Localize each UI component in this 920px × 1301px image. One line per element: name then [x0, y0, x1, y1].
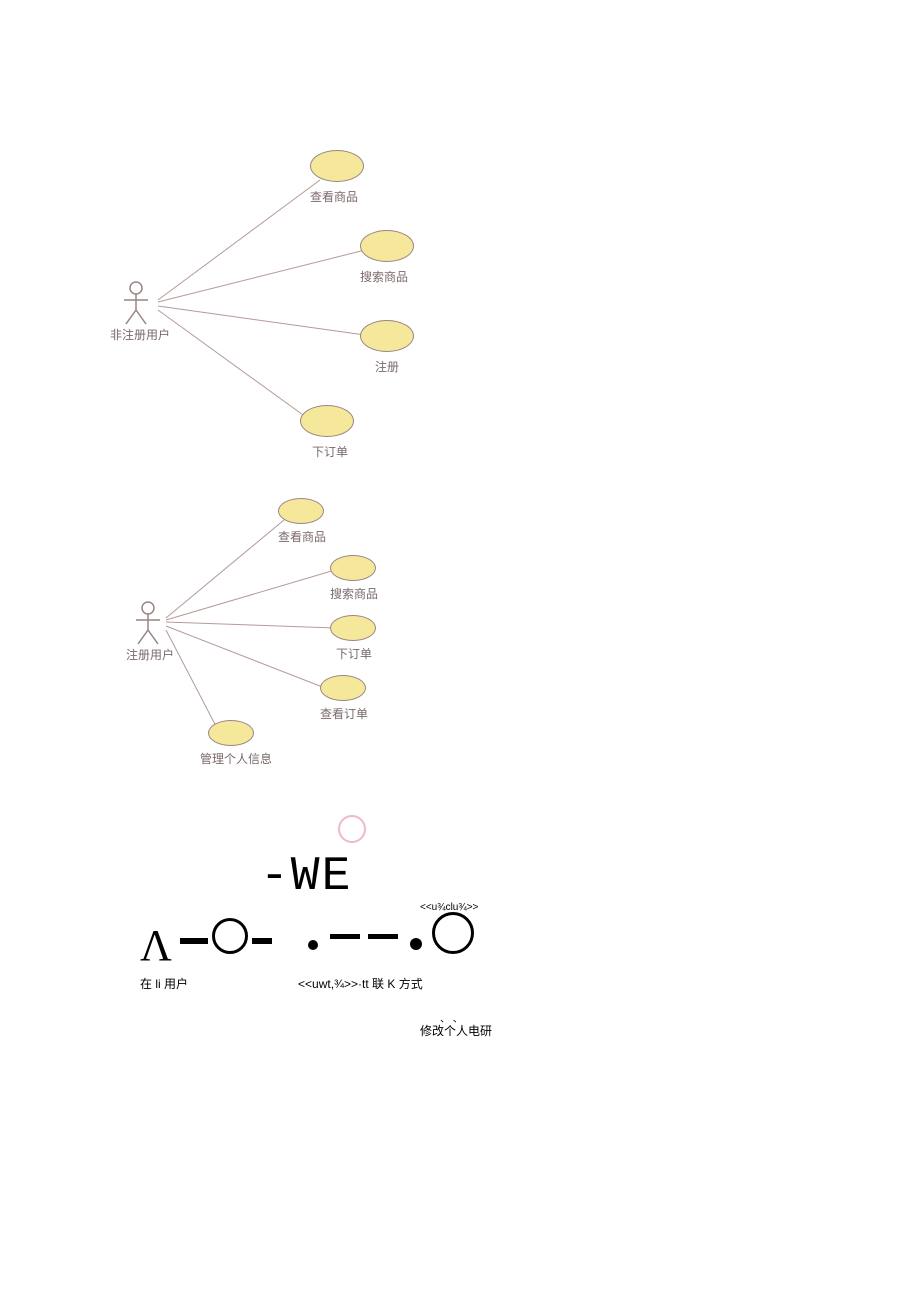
- usecase-diagram-2: 注册用户 查看商品搜索商品下订单查看订单管理个人信息: [0, 0, 500, 800]
- dot1: [308, 940, 318, 950]
- actor-registered-user: [130, 600, 166, 646]
- bar1: [180, 938, 208, 944]
- diagram2-edges: [0, 0, 500, 800]
- usecase-ellipse: [278, 498, 324, 524]
- usecase-ellipse: [330, 615, 376, 641]
- usecase-label: 下订单: [336, 645, 372, 662]
- usecase-ellipse: [330, 555, 376, 581]
- dot2: [410, 938, 422, 950]
- usecase-label: 管理个人信息: [200, 750, 272, 767]
- pink-circle: [338, 815, 366, 843]
- actor-li-user-label: 在 li 用户: [140, 975, 188, 992]
- usecase-ellipse: [208, 720, 254, 746]
- usecase-ellipse: [320, 675, 366, 701]
- circle2: [432, 912, 474, 954]
- actor-glyph: Λ: [140, 920, 174, 971]
- actor-registered-user-label: 注册用户: [126, 646, 174, 663]
- uclu-label: <<u¾clu¾>>: [420, 902, 478, 913]
- usecase-label: 搜索商品: [330, 585, 378, 602]
- bar2: [252, 938, 272, 944]
- bar3: [330, 934, 360, 939]
- uwt-label: <<uwt,¾>>·tt 联 K 方式: [298, 975, 423, 992]
- circle1: [212, 918, 248, 954]
- we-text: -WE: [260, 850, 352, 904]
- usecase-label: 查看订单: [320, 705, 368, 722]
- usecase-label: 查看商品: [278, 528, 326, 545]
- modify-personal-label: 修改个人电研: [420, 1022, 492, 1039]
- bar4: [368, 934, 398, 939]
